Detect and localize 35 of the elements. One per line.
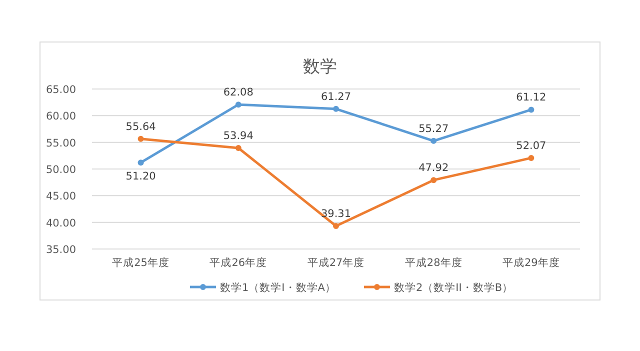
data-label: 55.64 <box>126 120 156 133</box>
data-label: 62.08 <box>223 86 254 99</box>
data-label: 39.31 <box>320 208 352 220</box>
x-tick-label: 平成27年度 <box>307 256 365 269</box>
y-tick-label: 45.00 <box>46 190 76 203</box>
legend-label: 数学1（数学I・数学A） <box>220 282 336 294</box>
data-label: 55.27 <box>418 122 449 135</box>
y-tick-label: 60.00 <box>46 110 76 123</box>
x-tick-label: 平成29年度 <box>502 256 560 269</box>
point <box>528 106 534 113</box>
point <box>333 106 339 112</box>
data-label: 53.94 <box>223 130 254 142</box>
y-tick-label: 55.00 <box>46 137 76 150</box>
x-tick-label: 平成25年度 <box>112 256 170 269</box>
x-tick-label: 平成26年度 <box>210 256 268 269</box>
y-tick-label: 65.00 <box>46 84 76 96</box>
data-label: 61.27 <box>320 90 352 103</box>
point <box>430 177 437 184</box>
data-label: 61.12 <box>516 92 546 104</box>
legend-label: 数学2（数学II・数学B） <box>394 282 514 294</box>
x-tick-label: 平成28年度 <box>404 256 462 269</box>
point <box>138 160 144 166</box>
point <box>235 144 242 151</box>
point <box>138 136 144 142</box>
point <box>333 223 339 230</box>
point <box>235 102 242 108</box>
y-tick-label: 35.00 <box>46 244 76 256</box>
point <box>430 138 437 144</box>
y-tick-label: 40.00 <box>46 217 76 230</box>
point <box>528 154 534 161</box>
y-tick-label: 50.00 <box>46 164 76 176</box>
data-label: 51.20 <box>126 170 156 183</box>
chart-title: 数学 <box>303 57 337 77</box>
data-label: 47.92 <box>418 162 449 174</box>
data-label: 52.07 <box>516 140 546 152</box>
